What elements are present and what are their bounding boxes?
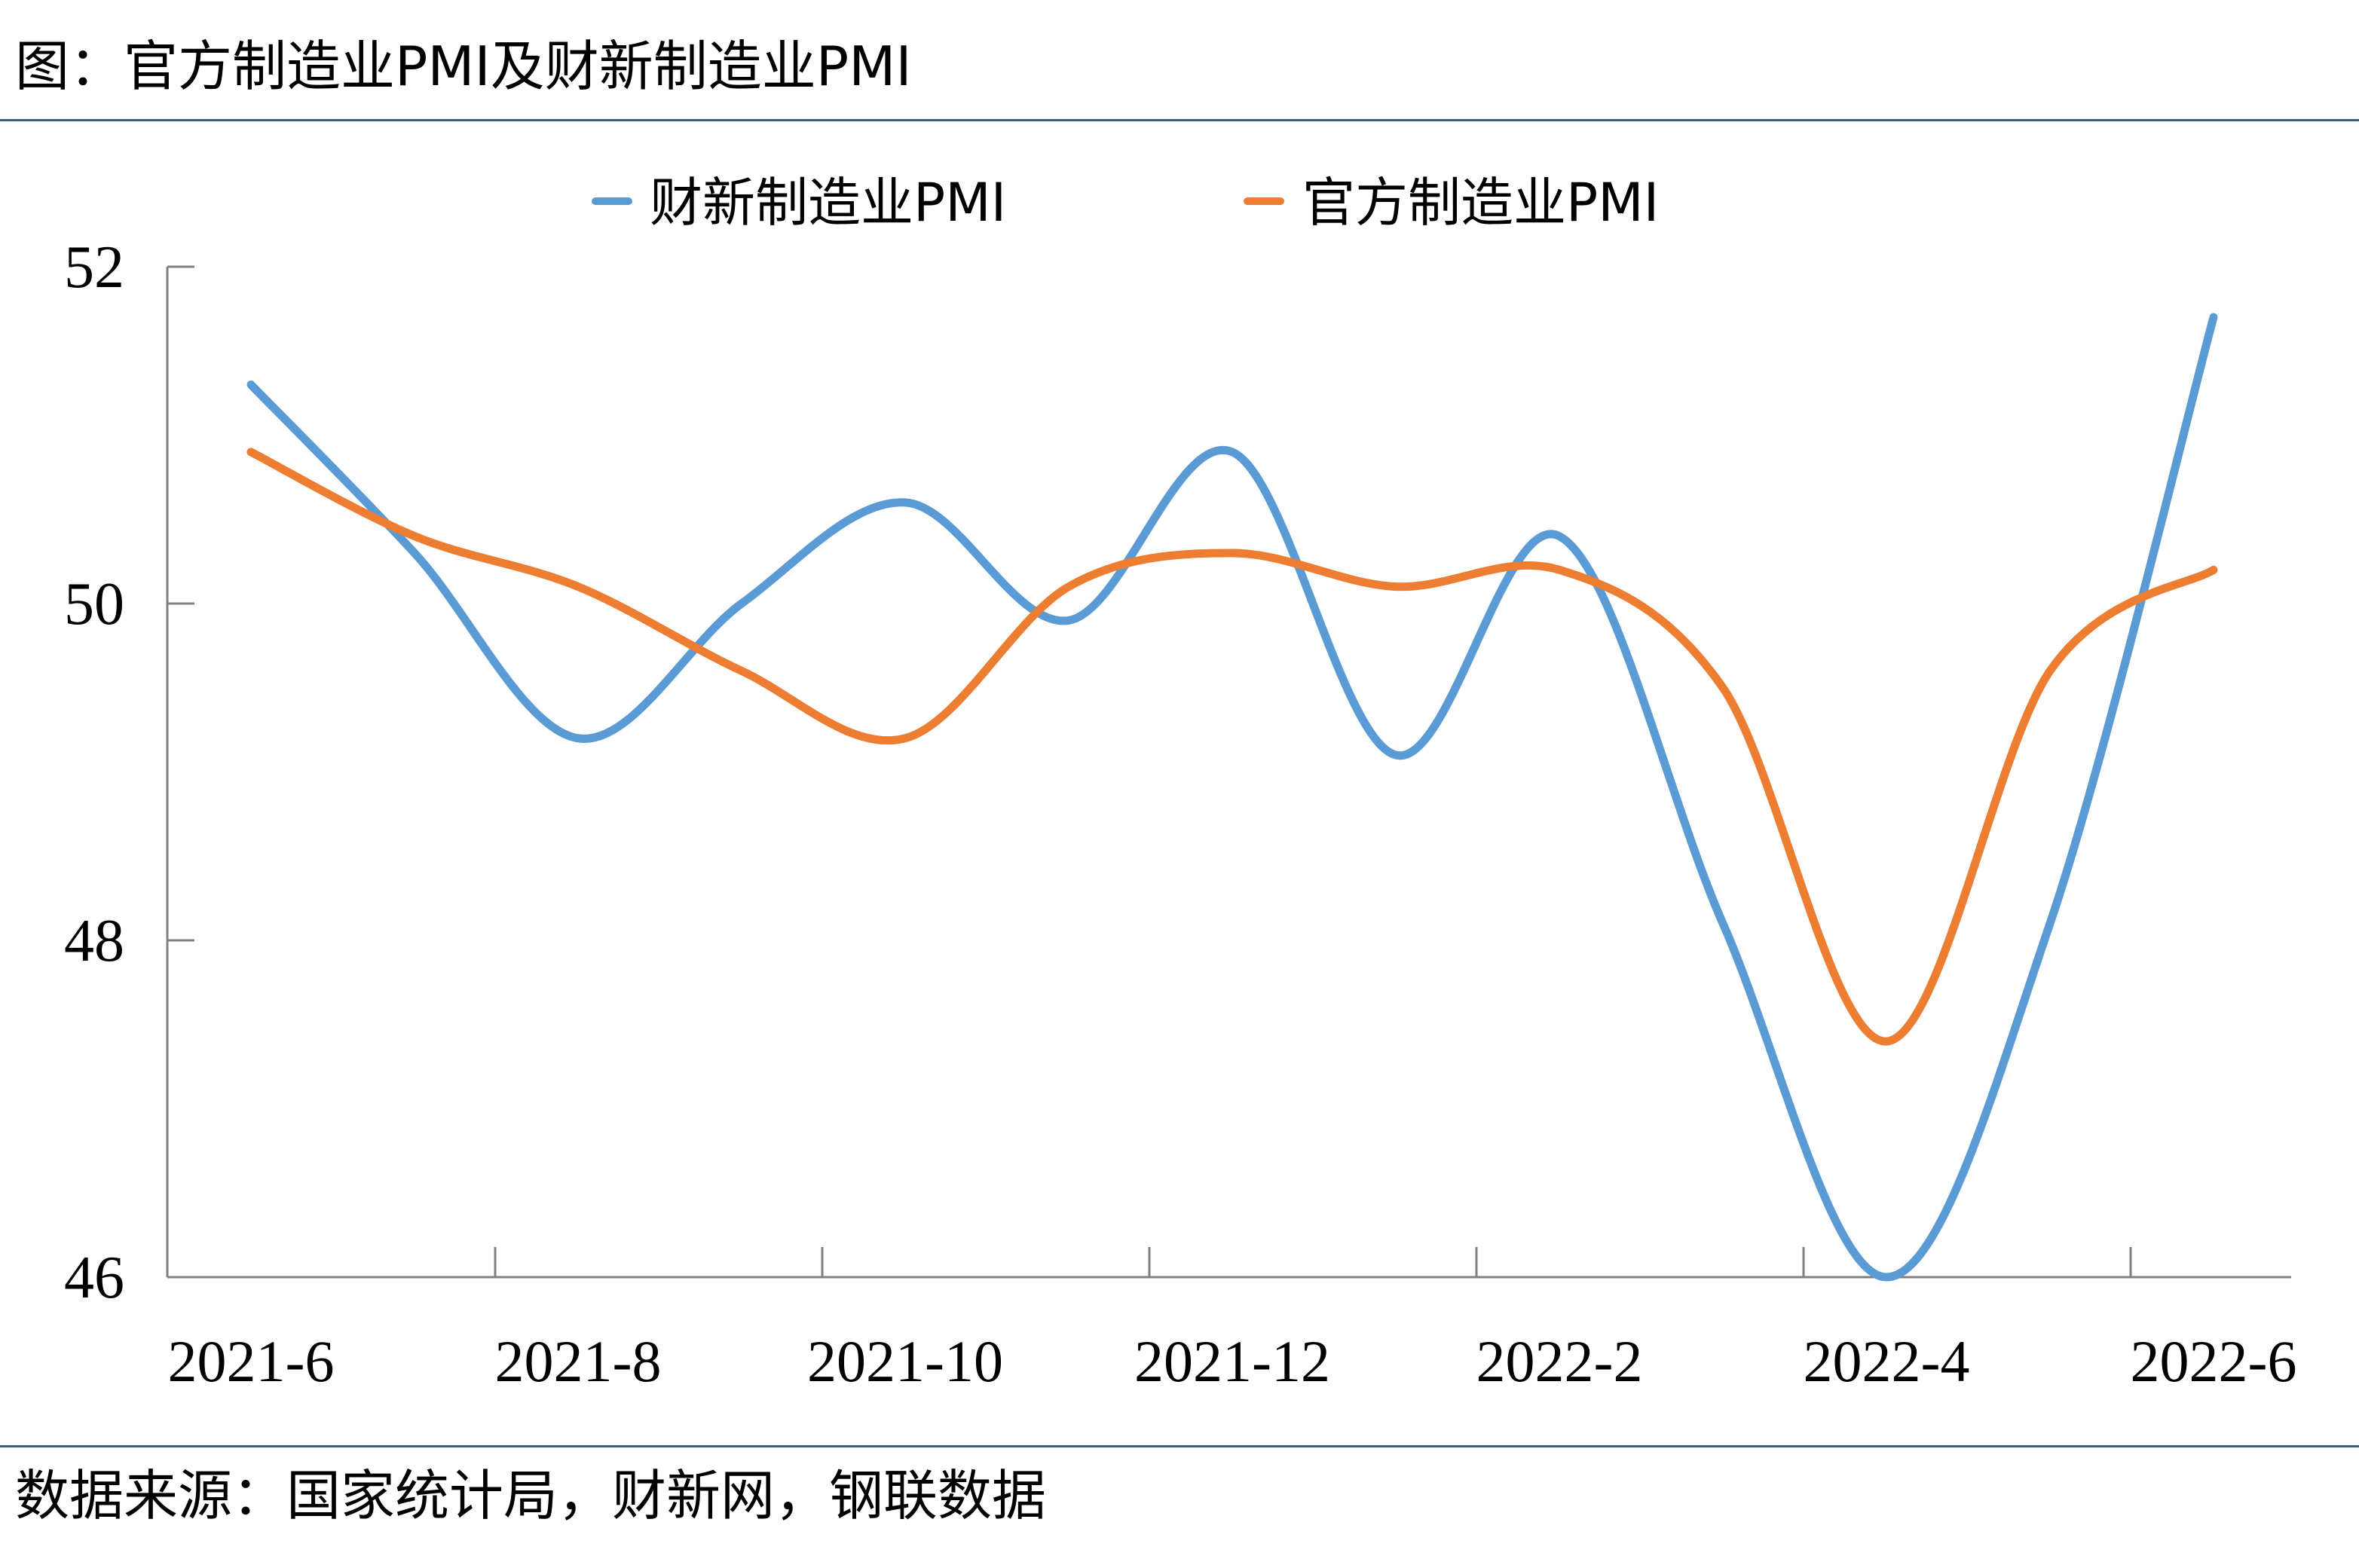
x-tick-label: 2021-10	[807, 1328, 1003, 1394]
series-layer	[246, 313, 2218, 1282]
data-source-note: 数据来源：国家统计局，财新网，钢联数据	[15, 1464, 1047, 1527]
legend-label: 财新制造业PMI	[650, 172, 1006, 234]
x-tick-label: 2022-2	[1476, 1328, 1643, 1394]
top-divider	[0, 119, 2359, 121]
figure-title: 图：官方制造业PMI及财新制造业PMI	[15, 35, 912, 98]
y-tick-label: 50	[64, 571, 124, 637]
legend-label: 官方制造业PMI	[1302, 172, 1659, 234]
y-tick-label: 46	[64, 1245, 124, 1311]
bottom-divider	[0, 1445, 2359, 1447]
series-line-official-pmi	[246, 448, 2218, 1046]
x-tick-label: 2021-6	[168, 1328, 335, 1394]
x-tick-label: 2022-6	[2131, 1328, 2297, 1394]
y-tick-label: 52	[64, 234, 124, 301]
y-tick-label: 48	[64, 908, 124, 974]
x-tick-label: 2022-4	[1804, 1328, 1970, 1394]
x-tick-label: 2021-12	[1134, 1328, 1330, 1394]
axes: 46 48 50 52 2021-6 2021-8 2021-10 2021-12 2022-2…	[64, 234, 2296, 1394]
series-line-caixin-pmi	[246, 313, 2218, 1282]
x-tick-label: 2021-8	[495, 1328, 662, 1394]
pmi-line-chart: 46 48 50 52 2021-6 2021-8 2021-10 2021-12 2022-2…	[64, 172, 2296, 1394]
legend: 财新制造业PMI 官方制造业PMI	[592, 172, 1659, 234]
